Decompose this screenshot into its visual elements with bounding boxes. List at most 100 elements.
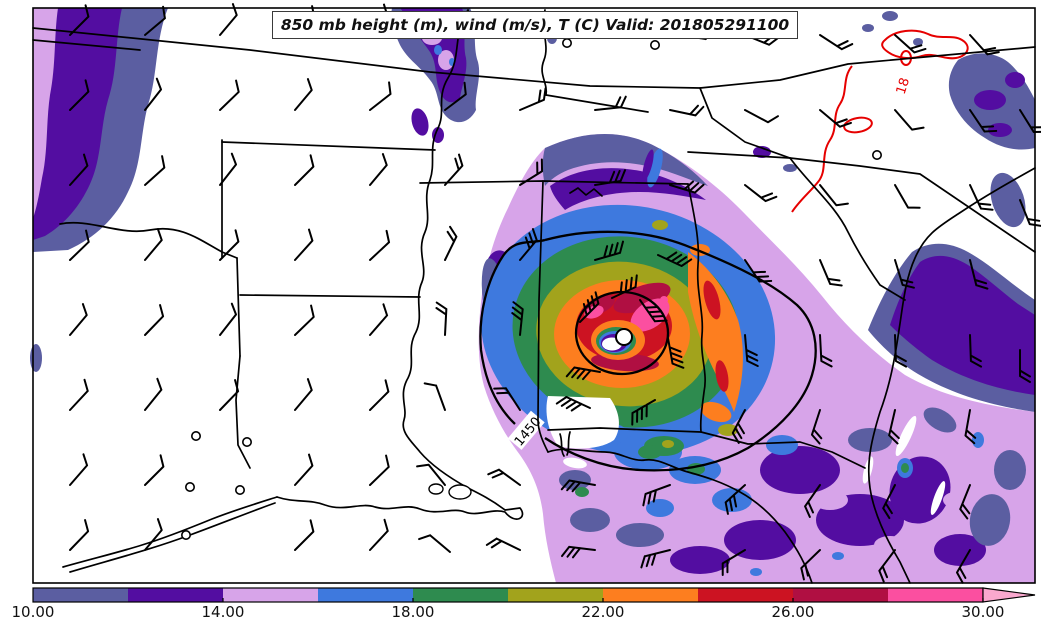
- wind-barb: [969, 184, 994, 211]
- wind-barb: [69, 453, 89, 486]
- wind-barb: [894, 109, 925, 131]
- wind-barb: [594, 240, 625, 261]
- height-contours: 1450: [479, 230, 817, 472]
- colorbar: [33, 588, 983, 602]
- wind-barb: [611, 274, 638, 299]
- wind-barb: [511, 301, 524, 336]
- wind-barb: [294, 519, 315, 551]
- wind-barb: [969, 109, 998, 133]
- wind-barb: [894, 334, 908, 368]
- calm-station-marker: [185, 482, 195, 492]
- wind-barb: [579, 291, 600, 323]
- wind-barb: [294, 78, 313, 111]
- wind-barb: [560, 479, 596, 493]
- wind-barb: [819, 184, 849, 207]
- calm-station-marker: [562, 38, 572, 48]
- wind-barb: [1019, 349, 1031, 383]
- colorbar-segment: [888, 588, 983, 602]
- colorbar-tick-label: 30.00: [961, 603, 1005, 621]
- temperature-fill-field: [30, 8, 1036, 583]
- wind-barb: [144, 77, 163, 111]
- calm-station-marker: [191, 431, 201, 441]
- wind-barb: [485, 537, 521, 551]
- colorbar-segment: [508, 588, 603, 602]
- wind-barb: [594, 169, 627, 186]
- wind-barb: [219, 229, 240, 261]
- wind-barb: [594, 95, 627, 111]
- wind-barb: [487, 468, 521, 486]
- wind-barb: [369, 81, 392, 111]
- storm-eye-marker: [615, 328, 633, 346]
- colorbar-segment: [413, 588, 508, 602]
- wind-barb: [369, 518, 389, 551]
- colorbar-tick-label: 18.00: [391, 603, 435, 621]
- wind-barb: [882, 484, 896, 520]
- wind-barb: [418, 534, 451, 553]
- plot-frame: [32, 7, 1036, 584]
- colorbar-segment: [698, 588, 793, 602]
- wind-barb: [69, 229, 90, 261]
- temperature-contours: 18: [791, 29, 969, 213]
- wind-barb: [657, 251, 693, 267]
- wind-barb: [631, 399, 656, 426]
- wind-barb: [369, 153, 388, 186]
- wind-barb: [144, 518, 163, 551]
- wind-barb: [721, 549, 746, 577]
- wind-barb: [565, 366, 601, 381]
- colorbar-tick-label: 22.00: [581, 603, 625, 621]
- colorbar-segment: [33, 588, 128, 602]
- wind-barb: [69, 4, 90, 36]
- wind-barb: [731, 409, 746, 444]
- svg-text:18: 18: [894, 76, 913, 96]
- wind-barb: [69, 79, 90, 111]
- colorbar-segment: [128, 588, 223, 602]
- wind-barb: [69, 378, 89, 411]
- wind-barb: [878, 549, 896, 583]
- wind-barb: [744, 259, 773, 283]
- wind-barb: [519, 87, 547, 111]
- wind-barb: [69, 519, 90, 551]
- wind-barb: [369, 229, 391, 261]
- wind-barb: [819, 334, 833, 368]
- plot-title: 850 mb height (m), wind (m/s), T (C) Val…: [272, 11, 798, 39]
- wind-barb: [959, 484, 971, 520]
- wind-barb: [219, 79, 240, 111]
- wind-barb: [444, 81, 467, 111]
- colorbar-overflow-arrow: [982, 587, 1036, 603]
- wind-barb: [219, 302, 238, 336]
- wind-barb: [369, 303, 389, 336]
- state-borders: [32, 9, 1036, 584]
- wind-barb: [144, 228, 163, 261]
- wind-barb: [724, 484, 746, 515]
- wind-barb: [294, 453, 314, 486]
- wind-barb: [956, 549, 971, 584]
- colorbar-segment: [603, 588, 698, 602]
- wind-barb: [640, 549, 671, 569]
- wind-barb: [444, 153, 464, 186]
- wind-barb: [555, 396, 591, 412]
- colorbar-ticks: [222, 598, 984, 602]
- wind-barb: [969, 334, 983, 368]
- wind-barb: [219, 152, 238, 186]
- wind-barb: [435, 301, 448, 336]
- wind-barb: [744, 334, 759, 368]
- wind-barb: [369, 379, 390, 411]
- wind-barb: [144, 304, 165, 336]
- wind-barb: [969, 34, 1000, 56]
- wind-barb: [294, 154, 315, 186]
- wind-barb: [369, 454, 390, 486]
- plot-title-text: 850 mb height (m), wind (m/s), T (C) Val…: [280, 16, 790, 34]
- wind-barb: [804, 484, 821, 518]
- wind-barb: [888, 409, 900, 445]
- calm-station-marker: [872, 150, 882, 160]
- colorbar-outline: [32, 587, 1036, 603]
- wind-barb: [642, 484, 671, 507]
- wind-barb: [294, 304, 315, 336]
- wind-barb: [639, 299, 668, 323]
- colorbar-segment: [223, 588, 318, 602]
- wind-barb: [810, 409, 823, 445]
- colorbar-tick-label: 10.00: [11, 603, 55, 621]
- colorbar-segment: [318, 588, 413, 602]
